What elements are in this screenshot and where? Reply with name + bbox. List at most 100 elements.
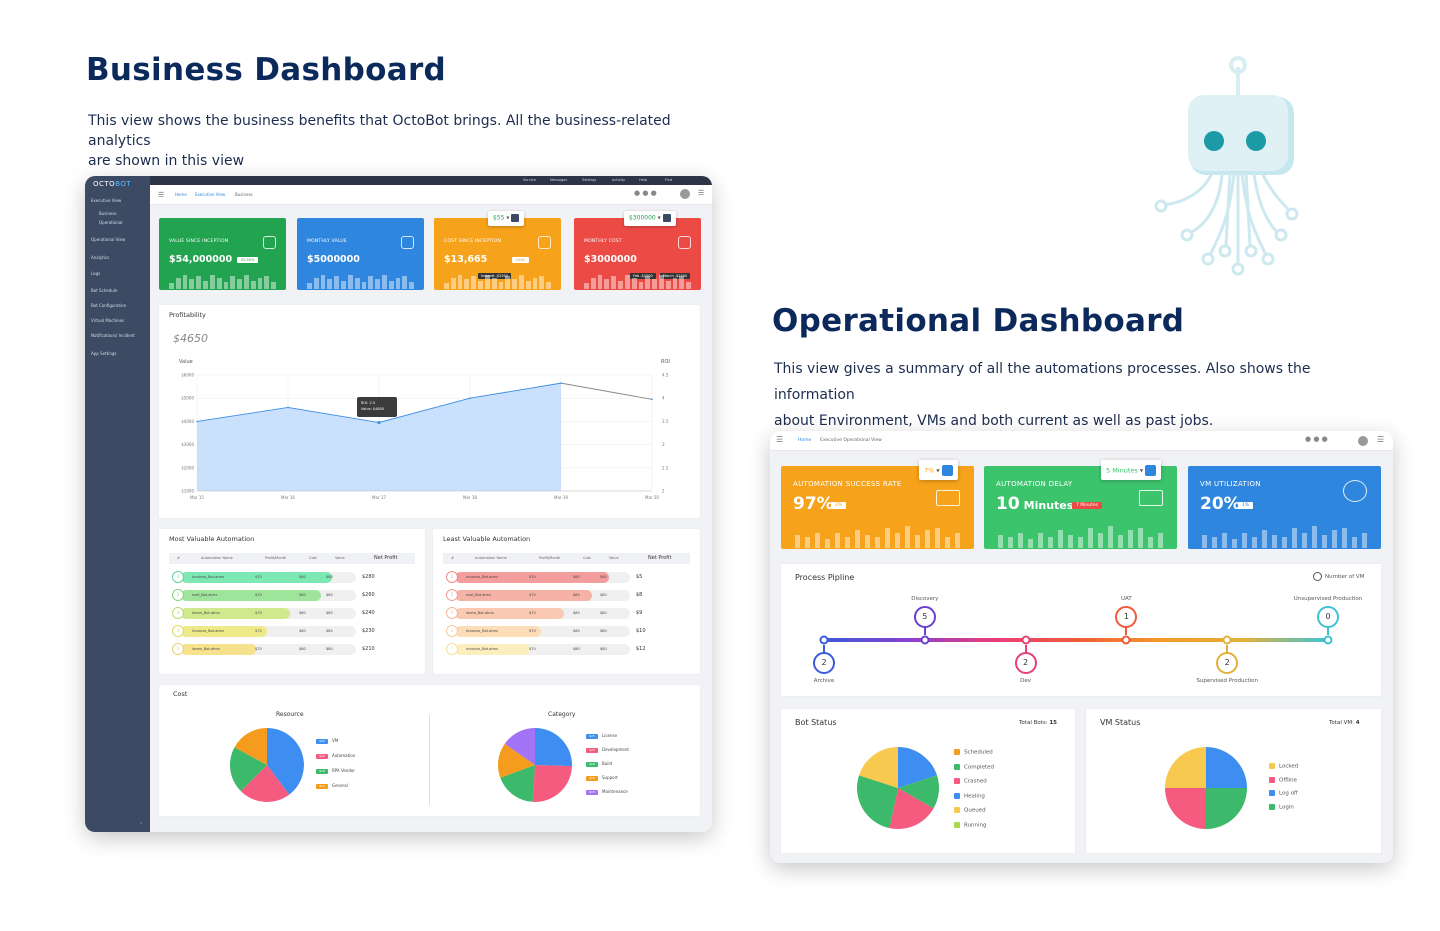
sidebar-item-operational[interactable]: Operational: [99, 220, 123, 225]
column-header[interactable]: Profit/Month: [539, 556, 561, 560]
kpi-period-dropdown[interactable]: $55 ▾: [488, 211, 525, 226]
data-point[interactable]: [287, 406, 289, 409]
table-row[interactable]: 4 Invoices_Bot.atmx $70 $80 $80 $10: [446, 625, 687, 638]
pipeline-node[interactable]: [920, 635, 930, 645]
sidebar-item-logs[interactable]: Logs: [91, 271, 101, 276]
hamburger-icon[interactable]: ☰: [776, 435, 784, 444]
series-line-tail: [560, 382, 653, 400]
column-header[interactable]: Value: [609, 556, 619, 560]
pie-slice-maintenance[interactable]: [504, 728, 535, 765]
menu-activity[interactable]: Activity: [612, 178, 626, 182]
cost-cell: $80: [573, 647, 580, 651]
spark-bar: [532, 277, 538, 289]
pipeline-node[interactable]: [1021, 635, 1031, 645]
column-header[interactable]: Net Profit: [374, 555, 398, 561]
pie-slice-log-off[interactable]: [1165, 788, 1206, 829]
breadcrumb-home[interactable]: Home: [798, 438, 812, 443]
pie-slice-healing[interactable]: [857, 775, 898, 829]
avatar[interactable]: [680, 189, 690, 199]
menu-messages[interactable]: Messages: [550, 178, 568, 182]
hamburger-icon[interactable]: ☰: [158, 191, 165, 199]
data-point[interactable]: [560, 382, 562, 384]
pie-slice-queued[interactable]: [859, 747, 898, 788]
column-header[interactable]: Cost: [309, 556, 317, 560]
kpi-card-monthly-cost[interactable]: MONTHLY COST $3000000 March -$2500 Feb -$25…: [574, 218, 701, 290]
sidebar-item-business[interactable]: Business: [99, 211, 117, 216]
table-row[interactable]: 1 Invoices_Bot.atmx $70 $80 $80 $280: [172, 571, 412, 584]
breadcrumb-executive-view[interactable]: Executive View: [195, 192, 226, 197]
sidebar-item-virtual-machines[interactable]: Virtual Machines: [91, 318, 125, 323]
sidebar-item-bot-schedule[interactable]: Bot Schedule: [91, 288, 118, 293]
ops-kpi-vm-utilization[interactable]: VM UTILIZATION 20% 1%: [1188, 466, 1381, 549]
pie-slice-development[interactable]: [532, 765, 572, 802]
sidebar-item-analytics[interactable]: Analytics: [91, 255, 110, 260]
column-header[interactable]: Automation Name: [475, 556, 507, 560]
table-row[interactable]: 4 Invoices_Bot.atmx $70 $80 $80 $230: [172, 625, 412, 638]
table-row[interactable]: 2 mail_Bot.atmx $70 $80 $80 $260: [172, 589, 412, 602]
data-point[interactable]: [377, 420, 381, 425]
pie-slice-automation[interactable]: [240, 765, 290, 802]
menu-settings[interactable]: Settings: [582, 178, 597, 182]
column-header[interactable]: Net Profit: [648, 555, 672, 561]
pie-slice-offline[interactable]: [1206, 788, 1247, 829]
column-header[interactable]: Cost: [583, 556, 591, 560]
column-header[interactable]: Automation Name: [201, 556, 233, 560]
sidebar-item-executive-view[interactable]: Executive View: [91, 198, 122, 203]
more-menu-icon[interactable]: ☰: [698, 189, 705, 197]
pie-slice-scheduled[interactable]: [898, 747, 937, 788]
value-track: [181, 644, 356, 655]
data-point[interactable]: [469, 397, 471, 399]
data-point[interactable]: [196, 420, 198, 423]
column-header[interactable]: Profit/Month: [265, 556, 287, 560]
notification-icons[interactable]: ● ● ●: [1305, 435, 1328, 443]
sidebar-item-notifications[interactable]: Notifications/ Incident: [91, 333, 135, 338]
spark-bar: [525, 280, 531, 289]
avatar[interactable]: [1358, 436, 1368, 446]
table-row[interactable]: 1 Invoices_Bot.atmx $70 $80 $80 $5: [446, 571, 687, 584]
pipeline-node[interactable]: [1222, 635, 1232, 645]
table-row[interactable]: 5 lorem_Bot.atmx $70 $80 $80 $210: [172, 643, 412, 656]
pipeline-node[interactable]: [1323, 635, 1333, 645]
sidebar-item-operational-view[interactable]: Operational View: [91, 237, 126, 242]
pie-slice-locked[interactable]: [1206, 747, 1247, 788]
pie-slice-rpa-vendor[interactable]: [230, 747, 267, 792]
kpi-badge: 2469: [512, 257, 529, 263]
kpi-period-dropdown[interactable]: $300000 ▾: [624, 211, 676, 226]
data-point[interactable]: [651, 398, 653, 401]
profitability-chart: $6000 4.5 $5000 4 $4000 3.5 $3000 3 $2000 2.5 $100…: [181, 373, 669, 501]
menu-find[interactable]: Find: [665, 178, 673, 182]
y2-tick-label: 4: [662, 396, 665, 401]
pie-slice-build[interactable]: [500, 765, 535, 802]
column-header[interactable]: #: [177, 556, 180, 560]
pipeline-node[interactable]: [1121, 635, 1131, 645]
pie-slice-vm[interactable]: [267, 728, 304, 795]
notification-icons[interactable]: ● ● ●: [634, 189, 657, 197]
sidebar-item-app-settings[interactable]: App Settings: [91, 351, 117, 356]
table-row[interactable]: 5 Invoices_Bot.atmx $70 $80 $80 $12: [446, 643, 687, 656]
sidebar-collapse-icon[interactable]: ‹: [140, 820, 143, 827]
more-menu-icon[interactable]: ☰: [1377, 435, 1385, 444]
table-row[interactable]: 2 mail_Bot.atmx $70 $80 $80 $8: [446, 589, 687, 602]
menu-service[interactable]: Service: [523, 178, 536, 182]
menu-help[interactable]: Help: [639, 178, 647, 182]
pie-slice-general[interactable]: [234, 728, 267, 765]
pipeline-node[interactable]: [819, 635, 829, 645]
column-header[interactable]: #: [451, 556, 454, 560]
cost-cell: $80: [299, 575, 306, 579]
pie-slice-completed[interactable]: [898, 775, 939, 809]
pie-slice-login[interactable]: [1165, 747, 1206, 788]
pie-slice-support[interactable]: [498, 743, 535, 778]
pie-slice-crashed[interactable]: [889, 788, 934, 829]
breadcrumb-home[interactable]: Home: [175, 192, 187, 197]
table-row[interactable]: 3 lorem_Bot.atmx $70 $80 $80 $9: [446, 607, 687, 620]
legend-label: License: [602, 733, 618, 738]
pie-slice-license[interactable]: [535, 728, 572, 767]
kpi-card-cost-since-inception[interactable]: COST SINCE INCEPTION $13,665 2469 Instantt …: [434, 218, 561, 290]
sidebar-item-bot-configuration[interactable]: Bot Configuration: [91, 303, 127, 308]
kpi-card-monthly-value[interactable]: MONTHLY VALUE $5000000: [297, 218, 424, 290]
kpi-period-dropdown[interactable]: 7% ▾: [919, 460, 958, 480]
column-header[interactable]: Value: [335, 556, 345, 560]
kpi-period-dropdown[interactable]: 5 Minutes ▾: [1101, 460, 1162, 480]
table-row[interactable]: 3 lorem_Bot.atmx $70 $80 $80 $240: [172, 607, 412, 620]
kpi-card-value-since-inception[interactable]: VALUE SINCE INCEPTION $54,000000 20.55%: [159, 218, 286, 290]
